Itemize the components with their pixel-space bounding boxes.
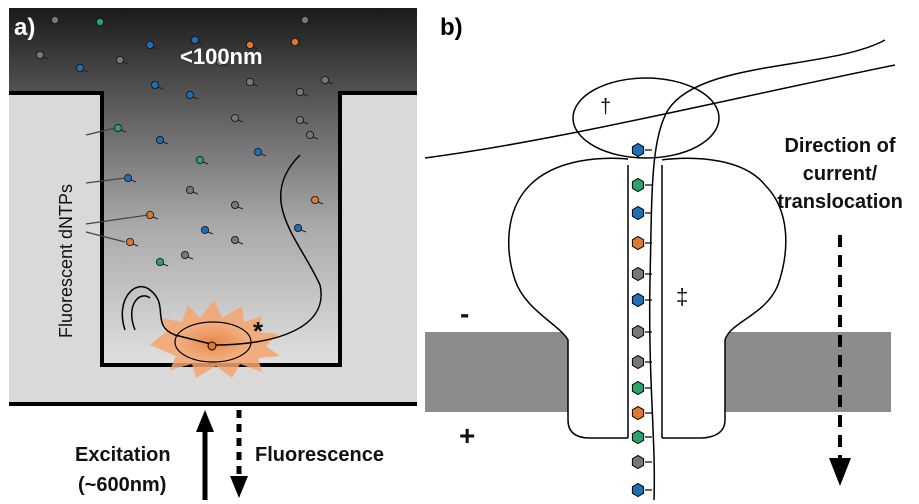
panel-a (9, 8, 417, 500)
pore-left-half (508, 157, 638, 439)
nucleotide (631, 324, 652, 340)
dntp-molecule (195, 155, 209, 165)
dntp-molecule (293, 223, 307, 233)
panel-b (424, 39, 896, 501)
dntp-molecule (190, 36, 204, 45)
pointer-line (85, 214, 149, 225)
dna-template (214, 154, 322, 346)
dntp-molecule (76, 64, 89, 73)
dntp-molecule (290, 38, 304, 47)
direction-arrowhead (829, 458, 851, 486)
dntp-molecule (295, 88, 309, 97)
nucleotide (631, 405, 652, 421)
dntp-molecule (36, 51, 49, 60)
polymerase-dntp (207, 341, 217, 351)
dntp-molecule (185, 185, 199, 195)
nucleotide (631, 380, 652, 396)
dagger-marker: † (600, 96, 612, 118)
dntp-molecule (230, 114, 244, 123)
dna-strand-1 (121, 286, 216, 346)
wavelength-label: (~600nm) (78, 474, 167, 496)
pointer-line (85, 231, 126, 243)
nucleotide (631, 266, 652, 282)
dntp-molecule (230, 235, 244, 245)
dna-strand-2 (130, 295, 151, 331)
direction-line-2: current/ (802, 163, 878, 185)
dntp-molecule (295, 116, 309, 125)
direction-label: Direction of current/ translocation (760, 132, 919, 216)
cladding-substrate (9, 93, 417, 404)
dntp-molecule (253, 147, 267, 157)
dntp-molecule (126, 237, 139, 247)
nucleotide (631, 354, 652, 370)
dntp-molecule (310, 195, 324, 205)
asterisk-marker: * (253, 316, 264, 346)
nucleotide (631, 205, 652, 221)
dna-translocating (648, 39, 886, 501)
dntp-molecule (300, 15, 314, 25)
dntp-molecule (320, 76, 334, 85)
fluorescence-arrowhead (230, 476, 248, 498)
minus-sign: - (460, 298, 470, 329)
nucleotide (631, 177, 652, 193)
dntp-molecule (305, 130, 319, 140)
double-dagger-marker: ‡ (676, 284, 689, 309)
panel-a-label: a) (14, 14, 36, 41)
dntp-molecule (150, 81, 164, 90)
nucleotide (631, 235, 652, 251)
nucleotide (631, 454, 652, 470)
fluorescence-label: Fluorescence (255, 444, 384, 466)
nucleotide (631, 142, 652, 158)
nucleotide (631, 292, 652, 308)
dntp-molecule (200, 225, 214, 235)
direction-line-1: Direction of (784, 135, 896, 157)
nucleotide-chain (631, 142, 652, 498)
dntp-molecule (215, 58, 229, 67)
dntp-molecule (116, 56, 129, 65)
dntp-cloud (36, 15, 334, 267)
nucleotide (631, 429, 652, 445)
dntp-label: Fluorescent dNTPs (56, 183, 76, 338)
dna-strand-top (424, 64, 896, 159)
dntp-molecule (51, 15, 64, 25)
nucleotide (631, 482, 652, 498)
dntp-molecule (145, 41, 159, 50)
excitation-arrowhead (196, 410, 214, 432)
pore-right-half (659, 157, 787, 439)
dntp-molecule (245, 41, 259, 50)
dntp-molecule (185, 91, 199, 100)
plus-sign: + (459, 420, 476, 451)
dntp-molecule (155, 135, 169, 145)
panel-b-label: b) (440, 14, 463, 41)
dntp-molecule (180, 250, 194, 260)
excitation-label: Excitation (75, 444, 171, 466)
direction-line-3: translocation (777, 191, 903, 213)
pointer-line (85, 127, 116, 136)
dntp-molecule (230, 200, 244, 210)
size-scale-label: <100nm (180, 44, 263, 69)
dntp-molecule (145, 210, 159, 220)
dntp-molecule (96, 17, 109, 27)
dntp-molecule (155, 257, 169, 267)
pointer-line (85, 177, 126, 184)
dntp-molecule (245, 78, 259, 87)
